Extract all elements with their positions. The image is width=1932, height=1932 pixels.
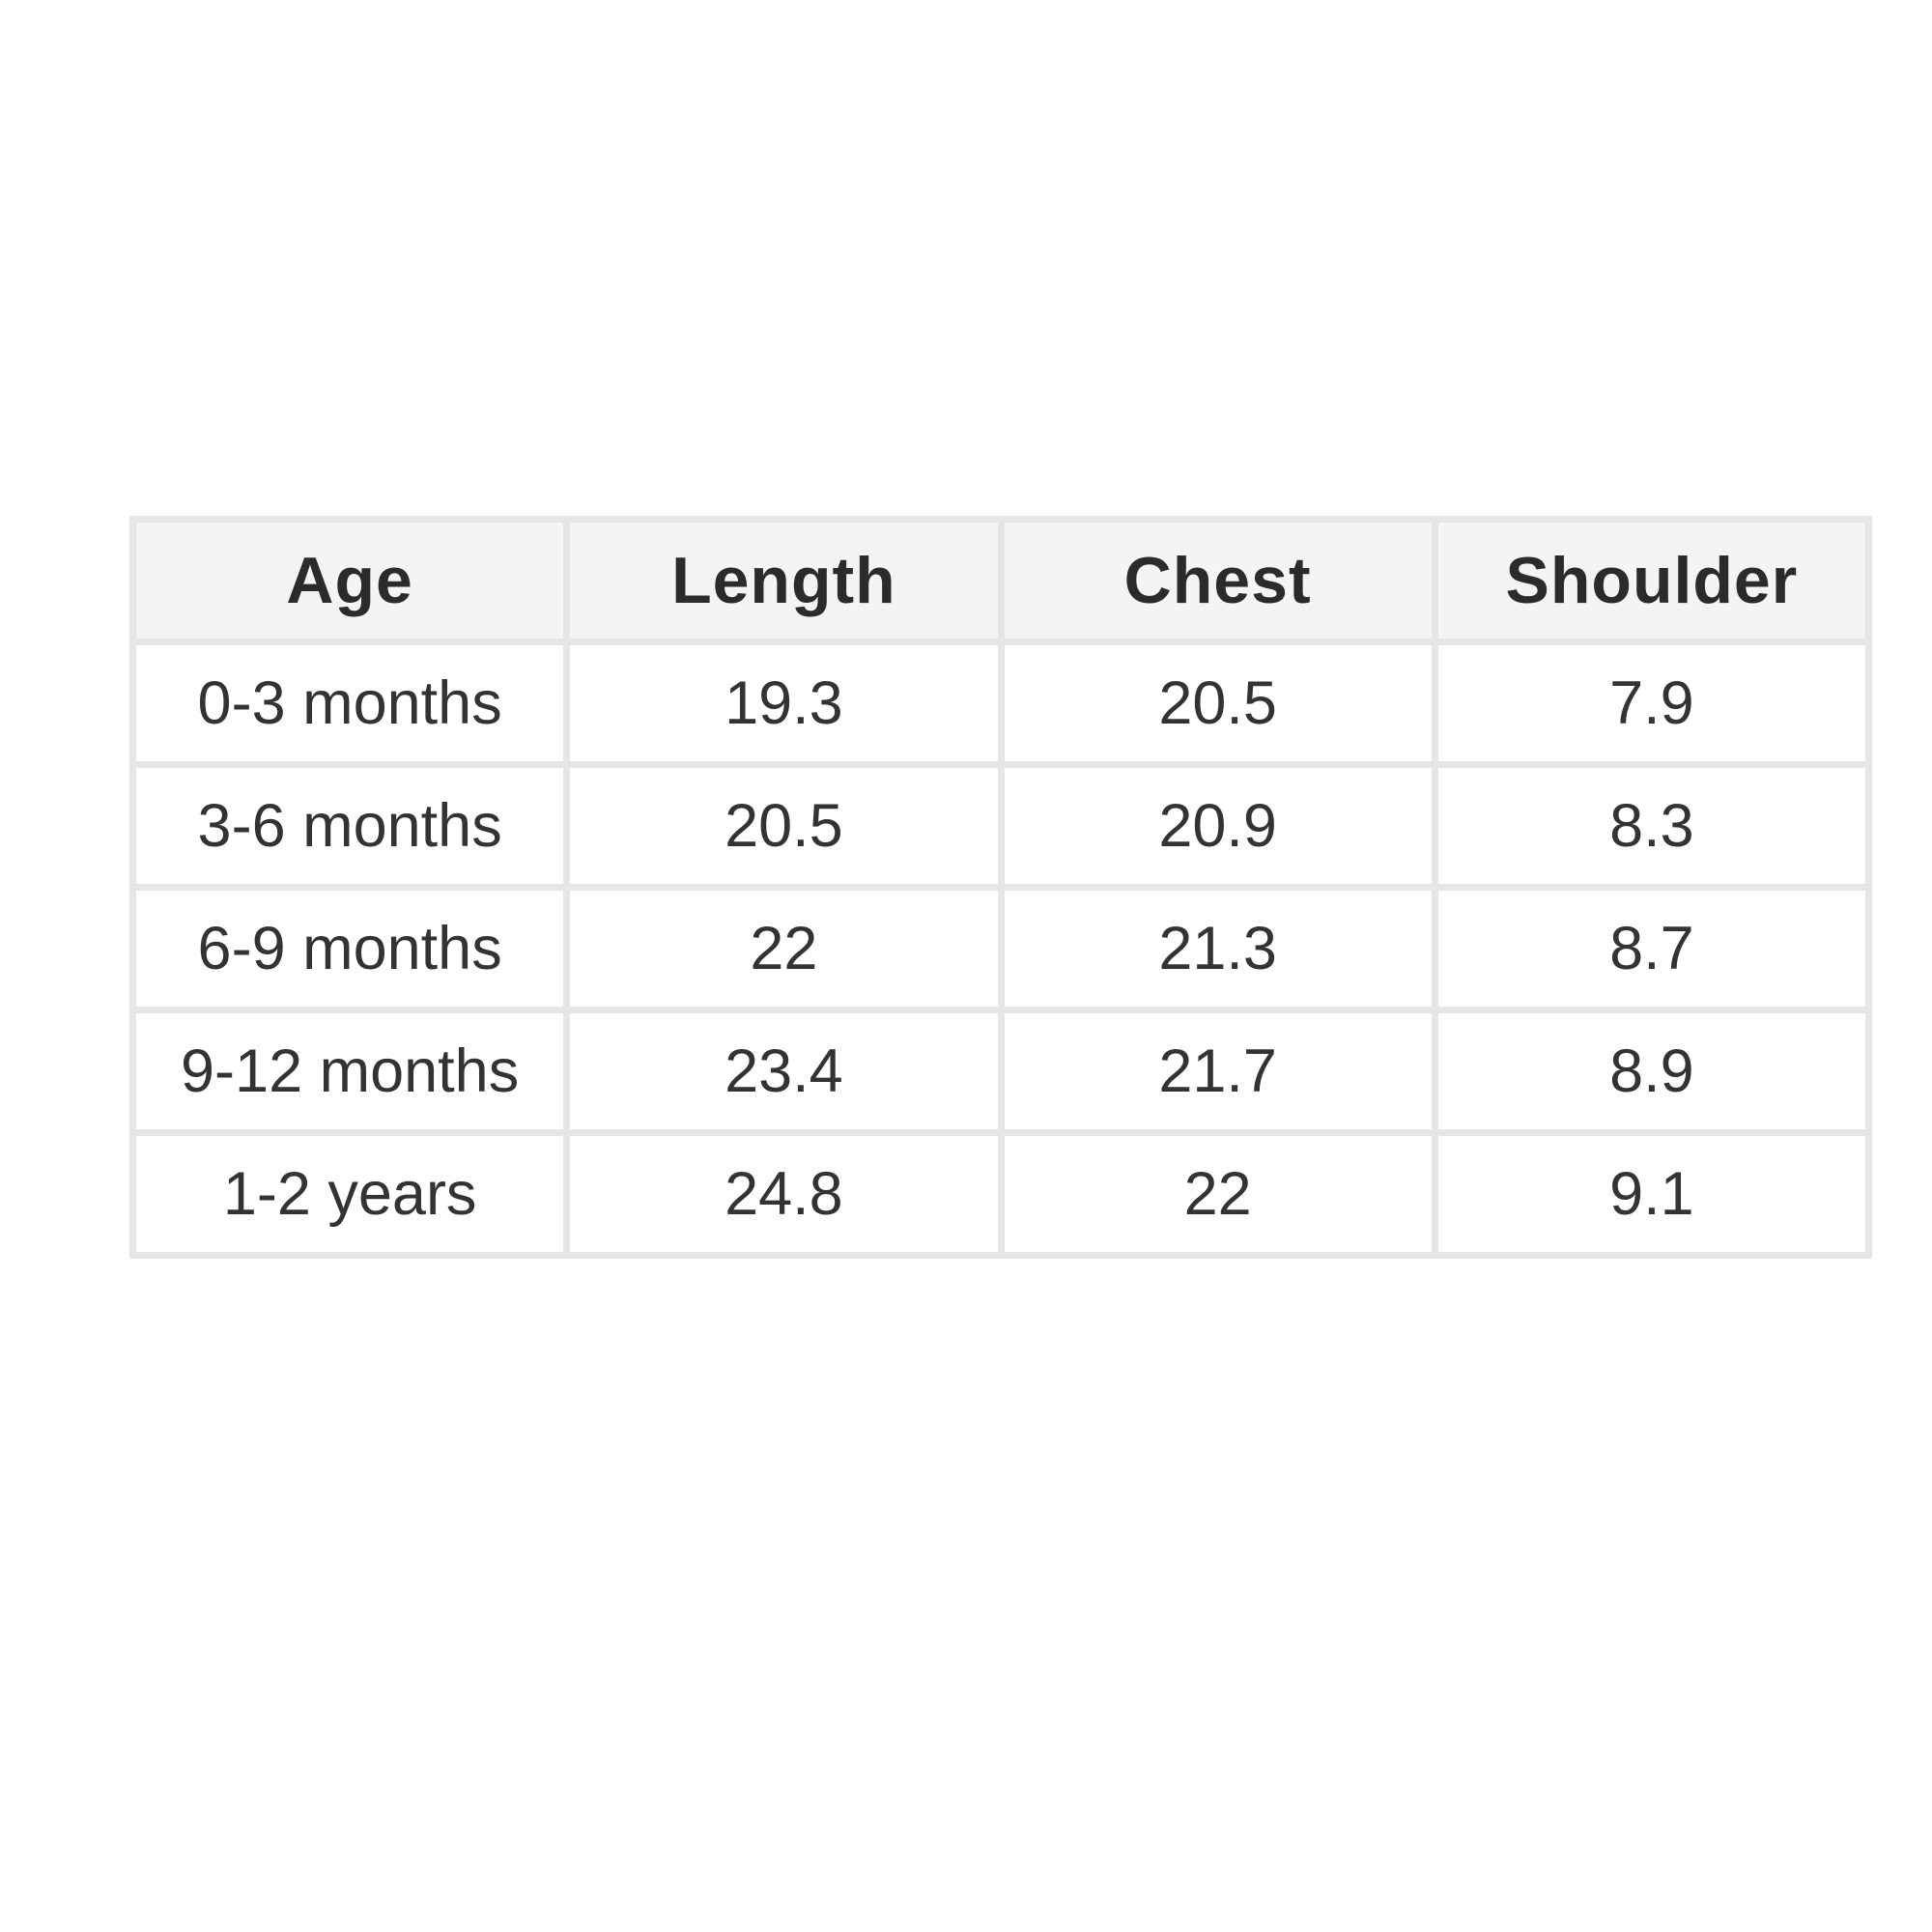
cell-shoulder: 8.7 (1431, 884, 1873, 1013)
cell-shoulder: 7.9 (1431, 639, 1873, 768)
cell-chest: 20.5 (997, 639, 1438, 768)
cell-length: 23.4 (563, 1007, 1005, 1136)
cell-age: 3-6 months (128, 761, 571, 891)
header-length: Length (563, 516, 1005, 645)
table-row: 1-2 years 24.8 22 9.1 (128, 1129, 1873, 1259)
cell-chest: 21.7 (997, 1007, 1438, 1136)
header-age: Age (128, 516, 571, 645)
cell-age: 6-9 months (128, 884, 571, 1013)
cell-length: 19.3 (563, 639, 1005, 768)
cell-chest: 21.3 (997, 884, 1438, 1013)
table-row: 0-3 months 19.3 20.5 7.9 (128, 639, 1873, 768)
cell-age: 9-12 months (128, 1007, 571, 1136)
cell-length: 20.5 (563, 761, 1005, 891)
cell-shoulder: 8.9 (1431, 1007, 1873, 1136)
cell-age: 1-2 years (128, 1129, 571, 1259)
cell-chest: 20.9 (997, 761, 1438, 891)
cell-shoulder: 9.1 (1431, 1129, 1873, 1259)
table-row: 3-6 months 20.5 20.9 8.3 (128, 761, 1873, 891)
cell-age: 0-3 months (128, 639, 571, 768)
cell-chest: 22 (997, 1129, 1438, 1259)
cell-length: 22 (563, 884, 1005, 1013)
table-row: 6-9 months 22 21.3 8.7 (128, 884, 1873, 1013)
header-shoulder: Shoulder (1431, 516, 1873, 645)
table-header-row: Age Length Chest Shoulder (128, 516, 1873, 645)
table-body: 0-3 months 19.3 20.5 7.9 3-6 months 20.5… (128, 639, 1873, 1259)
header-chest: Chest (997, 516, 1438, 645)
table-row: 9-12 months 23.4 21.7 8.9 (128, 1007, 1873, 1136)
cell-length: 24.8 (563, 1129, 1005, 1259)
table-header: Age Length Chest Shoulder (128, 516, 1873, 645)
size-chart-table: Age Length Chest Shoulder 0-3 months 19.… (128, 516, 1873, 1259)
cell-shoulder: 8.3 (1431, 761, 1873, 891)
